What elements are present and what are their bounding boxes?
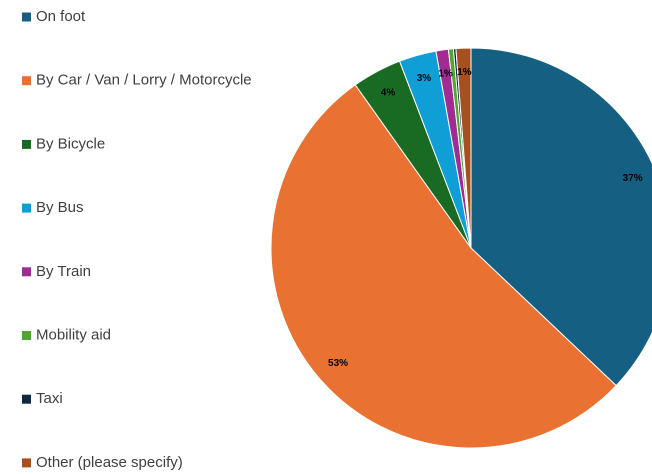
legend-label: On foot <box>36 8 86 25</box>
data-label: 1% <box>457 67 472 78</box>
legend-label: By Car / Van / Lorry / Motorcycle <box>36 72 252 89</box>
data-label: 4% <box>381 87 396 98</box>
legend-swatch <box>22 139 31 149</box>
pie-slice <box>470 47 652 387</box>
legend-swatch <box>22 12 31 22</box>
legend-swatch <box>22 394 31 404</box>
data-label: 3% <box>417 73 432 84</box>
legend-label: Taxi <box>36 390 63 407</box>
legend-swatch <box>22 203 31 213</box>
data-label: 37% <box>623 173 643 184</box>
data-label: 1% <box>438 68 453 79</box>
legend-swatch <box>22 331 31 340</box>
legend-swatch <box>22 458 31 468</box>
legend-label: By Train <box>36 263 91 280</box>
data-label: 53% <box>328 358 348 369</box>
legend-label: Mobility aid <box>36 326 111 343</box>
legend-label: Other (please specify) <box>36 454 183 471</box>
pie-slice <box>455 47 472 249</box>
legend-swatch <box>22 76 31 86</box>
legend-label: By Bicycle <box>36 135 105 152</box>
legend-label: By Bus <box>36 199 84 216</box>
legend-swatch <box>22 267 31 277</box>
pie-slice <box>270 84 617 449</box>
